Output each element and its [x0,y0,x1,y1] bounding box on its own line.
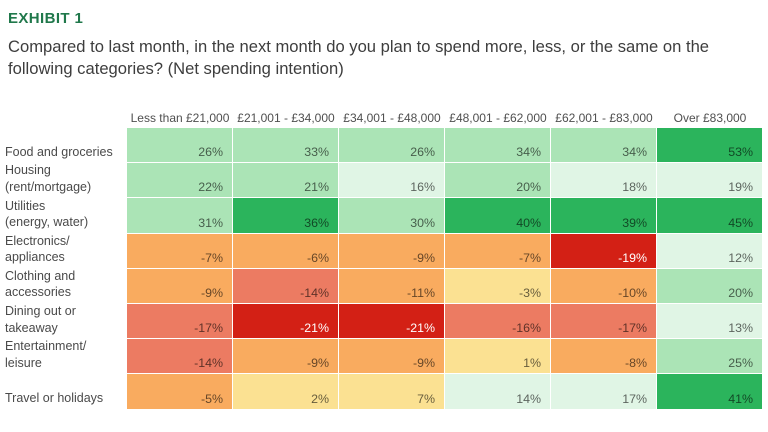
heatmap-cell: 45% [657,198,763,234]
row-label: Entertainment/leisure [0,339,127,375]
heatmap-cell: 1% [445,339,551,375]
question-title: Compared to last month, in the next mont… [8,37,710,78]
row-label-line: Housing [5,163,51,178]
heatmap-cell: 40% [445,198,551,234]
row-label: Utilities (energy, water) [0,198,127,234]
column-header-4: £62,001 - £83,000 [551,106,657,128]
row-label-line: Food and groceries [5,144,113,159]
heatmap-cell: -14% [127,339,233,375]
exhibit-label: EXHIBIT 1 [8,10,84,27]
heatmap-cell: -21% [233,303,339,340]
heatmap-cell: -14% [233,268,339,304]
heatmap-cell: 34% [445,128,551,164]
column-header-3: £48,001 - £62,000 [445,106,551,128]
row-label-line: Clothing and [5,268,76,283]
heatmap-cell: 41% [657,374,763,410]
row-label: Dining out or takeaway [0,303,127,340]
heatmap-cell: 13% [657,303,763,340]
heatmap-cell: 33% [233,128,339,164]
heatmap-cell: 34% [551,128,657,164]
heatmap-cell: -6% [233,233,339,269]
heatmap-cell: 30% [339,198,445,234]
heatmap-cell: 14% [445,374,551,410]
row-label-line: Electronics/ [5,233,70,248]
row-label-line: Travel or holidays [5,391,104,405]
heatmap-cell: 17% [551,374,657,410]
heatmap-cell: -9% [233,339,339,375]
heatmap-cell: 2% [233,374,339,410]
heatmap-cell: 36% [233,198,339,234]
row-label: Housing (rent/mortgage) [0,163,127,199]
heatmap-cell: -16% [445,303,551,340]
heatmap-cell: -9% [339,339,445,375]
heatmap-cell: -9% [127,268,233,304]
row-label: Electronics/appliances [0,233,127,269]
row-label-line: takeaway [5,320,58,335]
row-label: Food and groceries [0,128,127,164]
row-label-line: leisure [5,355,42,370]
heatmap-cell: 16% [339,163,445,199]
heatmap-cell: -19% [551,233,657,269]
row-label-line: appliances [5,250,65,265]
heatmap-cell: -11% [339,268,445,304]
spending-intention-heatmap: Less than £21,000 £21,001 - £34,000 £34,00… [0,106,763,410]
heatmap-cell: 25% [657,339,763,375]
heatmap-cell: -21% [339,303,445,340]
heatmap-cell: 12% [657,233,763,269]
heatmap-cell: 22% [127,163,233,199]
heatmap-cell: 26% [127,128,233,164]
row-label-line: Entertainment/ [5,339,87,354]
heatmap-cell: -7% [445,233,551,269]
heatmap-cell: 20% [657,268,763,304]
heatmap-cell: 39% [551,198,657,234]
heatmap-cell: 20% [445,163,551,199]
heatmap-cell: 7% [339,374,445,410]
heatmap-cell: 19% [657,163,763,199]
heatmap-cell: -8% [551,339,657,375]
heatmap-cell: 53% [657,128,763,164]
row-label-line: (rent/mortgage) [5,179,92,194]
heatmap-cell: -7% [127,233,233,269]
corner-spacer [0,106,127,128]
column-header-1: £21,001 - £34,000 [233,106,339,128]
heatmap-cell: -17% [551,303,657,340]
column-header-5: Over £83,000 [657,106,763,128]
row-label-line: Dining out or [5,304,76,319]
row-label: Clothing and accessories [0,268,127,304]
heatmap-cell: 31% [127,198,233,234]
column-header-2: £34,001 - £48,000 [339,106,445,128]
heatmap-cell: 21% [233,163,339,199]
heatmap-cell: 18% [551,163,657,199]
heatmap-cell: -9% [339,233,445,269]
row-label-line: accessories [5,285,71,300]
heatmap-cell: -17% [127,303,233,340]
row-label: Travel or holidays [0,374,127,410]
row-label-line: Utilities [5,198,46,213]
heatmap-cell: -10% [551,268,657,304]
heatmap-cell: -5% [127,374,233,410]
column-header-0: Less than £21,000 [127,106,233,128]
heatmap-cell: -3% [445,268,551,304]
row-label-line: (energy, water) [5,215,89,230]
heatmap-cell: 26% [339,128,445,164]
